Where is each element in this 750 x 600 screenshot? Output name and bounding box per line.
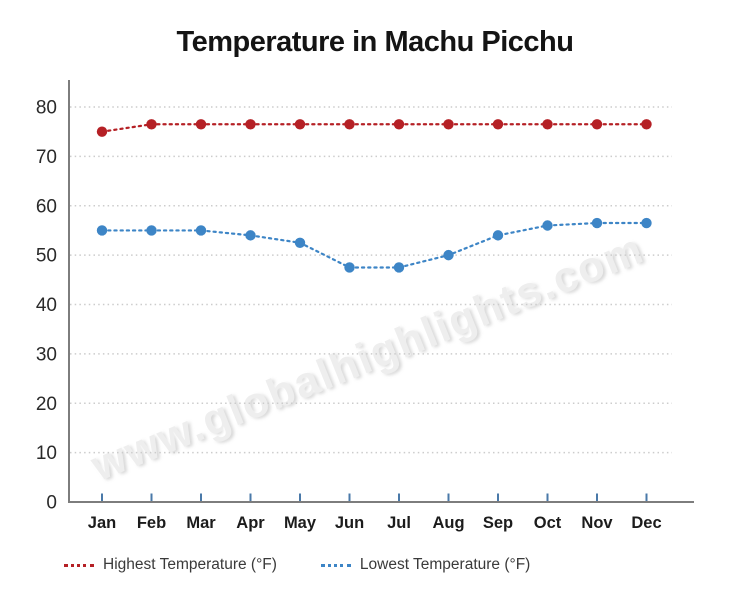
legend-item-lowest: Lowest Temperature (°F) <box>320 556 531 574</box>
data-point <box>492 230 504 241</box>
legend-label-lowest: Lowest Temperature (°F) <box>359 556 531 573</box>
data-point <box>344 119 355 130</box>
legend-label-highest: Highest Temperature (°F) <box>103 556 277 573</box>
data-point <box>195 225 207 236</box>
x-axis-tick-label: Jan <box>88 514 116 532</box>
x-axis-tick-label: May <box>284 514 317 532</box>
data-point <box>591 217 603 229</box>
x-axis-tick-label: Mar <box>186 514 216 532</box>
legend: Highest Temperature (°F) Lowest Temperat… <box>64 556 530 574</box>
y-axis-tick-label: 70 <box>36 147 57 168</box>
legend-swatch-highest-dotted-line-icon <box>64 563 94 567</box>
x-axis-tick-label: Apr <box>236 514 265 532</box>
y-axis-tick-label: 30 <box>36 344 57 365</box>
data-point <box>146 225 157 236</box>
data-point <box>245 230 256 241</box>
y-axis-tick-label: 60 <box>36 196 57 217</box>
x-axis-tick-label: Jul <box>387 514 411 532</box>
x-axis-tick-label: Nov <box>581 514 613 532</box>
data-point <box>245 119 256 130</box>
y-axis-tick-label: 50 <box>36 246 57 267</box>
legend-swatch-lowest-dotted-line-icon <box>320 563 351 567</box>
data-point <box>492 119 504 130</box>
chart-title: Temperature in Machu Picchu <box>176 26 574 58</box>
series-line-0 <box>100 123 648 133</box>
x-axis-tick-label: Dec <box>631 514 661 532</box>
data-point <box>344 262 355 273</box>
y-axis-tick-label: 80 <box>36 98 57 119</box>
y-axis-tick-label: 40 <box>36 295 57 316</box>
data-point <box>443 249 454 261</box>
data-point <box>591 119 603 130</box>
y-axis-tick-label: 0 <box>46 493 57 514</box>
data-point <box>393 119 405 130</box>
data-point <box>641 119 652 130</box>
x-axis-tick-label: Sep <box>483 514 513 532</box>
data-point <box>96 126 108 137</box>
data-point <box>195 119 207 130</box>
x-axis-tick-label: Jun <box>335 514 364 532</box>
data-point <box>443 119 454 130</box>
data-point <box>542 220 553 231</box>
data-point <box>146 119 157 130</box>
data-point <box>641 217 652 229</box>
series-line-1 <box>100 221 648 269</box>
plot-area: 0 10 20 30 40 50 60 70 80 Jan Feb Mar Apr May Jun Jul Au… <box>36 80 694 532</box>
x-axis-tick-label: Feb <box>137 514 166 532</box>
legend-item-highest: Highest Temperature (°F) <box>64 556 277 574</box>
data-point <box>294 119 306 130</box>
y-axis-tick-label: 20 <box>36 394 57 415</box>
x-axis-tick-label: Aug <box>432 514 464 532</box>
data-point <box>393 262 405 273</box>
data-point <box>542 119 553 130</box>
y-axis-tick-label: 10 <box>36 443 57 464</box>
data-point <box>294 237 306 248</box>
data-point <box>96 225 108 236</box>
x-axis-tick-label: Oct <box>534 514 562 532</box>
